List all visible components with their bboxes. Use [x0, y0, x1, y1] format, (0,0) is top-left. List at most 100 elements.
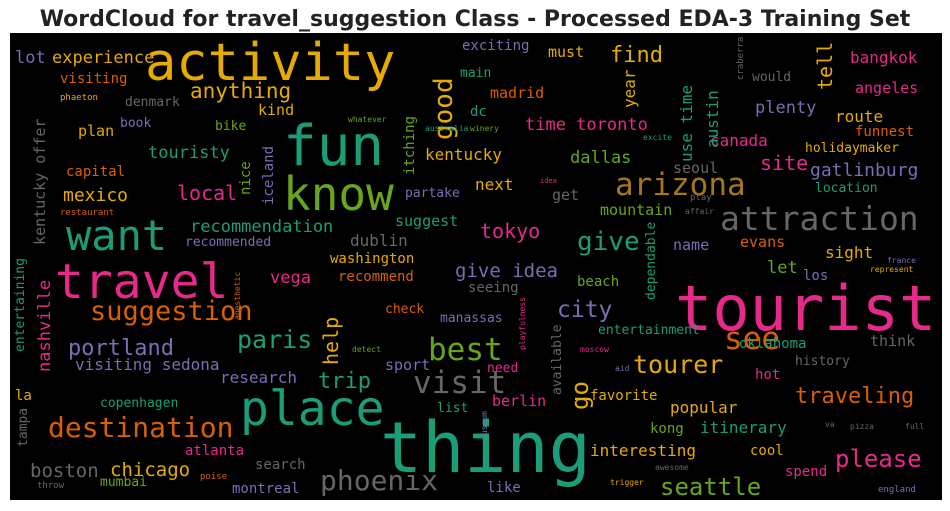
word: want: [66, 211, 167, 260]
word: time toronto: [525, 115, 648, 135]
word: restaurant: [60, 208, 114, 218]
word: phaeton: [60, 93, 98, 103]
word: experience: [52, 48, 154, 68]
word: sight: [825, 243, 873, 262]
word: throw: [37, 481, 65, 491]
word: berlin: [492, 392, 546, 410]
word: city: [557, 297, 612, 323]
word: route: [835, 107, 883, 126]
word: oklahoma: [739, 336, 806, 352]
word: dependable: [644, 222, 659, 300]
word: denmark: [125, 95, 180, 110]
word: craberra: [736, 37, 746, 80]
word: nice: [238, 161, 254, 195]
word: use time: [677, 85, 696, 162]
word: search: [255, 457, 306, 473]
word: popular: [670, 398, 738, 417]
word: kind: [258, 101, 294, 119]
word: partake: [405, 186, 460, 201]
word: find: [610, 43, 663, 68]
word: favorite: [590, 388, 657, 404]
word: represent: [870, 265, 914, 274]
word: tourer: [633, 350, 723, 379]
word: recommendation: [190, 217, 333, 237]
word: museum: [480, 411, 489, 440]
word: seattle: [660, 473, 761, 501]
word: year: [620, 69, 639, 108]
word: full: [905, 422, 924, 431]
word: need: [487, 361, 518, 376]
word: idea: [540, 177, 557, 185]
word: entertaining: [13, 258, 28, 352]
word: paris: [237, 325, 312, 354]
word: iceland: [261, 146, 277, 205]
word: kong: [650, 421, 684, 437]
word: get: [552, 186, 579, 204]
word: destination: [48, 411, 233, 444]
word: would: [752, 70, 791, 85]
word: angeles: [855, 79, 918, 97]
word: entertainment: [598, 323, 700, 338]
word: like: [487, 480, 521, 496]
word: interesting: [590, 441, 696, 460]
word: dallas: [570, 148, 631, 168]
word: visiting sedona: [75, 355, 220, 374]
word: know: [283, 167, 394, 221]
word: local: [177, 181, 237, 205]
word: give idea: [455, 260, 558, 282]
word: think: [870, 332, 915, 350]
word: mexico: [63, 185, 128, 206]
word: va: [825, 420, 835, 429]
word: evans: [740, 233, 785, 251]
word: spend: [785, 464, 827, 480]
word: mumbai: [100, 475, 147, 490]
word: list: [437, 401, 468, 416]
word: madrid: [490, 84, 544, 102]
word: name: [673, 236, 709, 254]
word: tokyo: [480, 219, 540, 243]
word: dublin: [350, 231, 408, 250]
word: manassas: [440, 311, 503, 326]
word: recommend: [338, 269, 414, 285]
word: phoenix: [320, 464, 438, 497]
word: washington: [330, 251, 414, 267]
word: australia: [425, 124, 469, 133]
word: activity: [145, 33, 395, 93]
word: let: [767, 258, 798, 278]
word: visiting: [60, 71, 127, 87]
word: itinerary: [700, 418, 787, 437]
word: travel: [55, 254, 228, 310]
word: itching: [402, 116, 418, 175]
word: copenhagen: [100, 396, 178, 411]
word: next: [475, 175, 514, 194]
word: site: [760, 151, 808, 175]
word: chicago: [110, 459, 190, 481]
word: bike: [215, 119, 246, 134]
word: detect: [352, 345, 381, 354]
word: winery: [470, 124, 499, 133]
word: available: [550, 324, 565, 395]
word: lot: [15, 48, 46, 68]
word: attraction: [720, 199, 919, 238]
word: traveling: [795, 384, 914, 409]
word: kentucky offer: [31, 119, 49, 245]
word: fun: [283, 114, 384, 179]
word: austin: [703, 90, 722, 148]
word: funnest: [855, 124, 914, 140]
word: montreal: [232, 481, 299, 497]
word: suggest: [395, 212, 458, 230]
word: book: [120, 116, 151, 131]
word: recommended: [185, 235, 271, 250]
word: tourist: [675, 272, 936, 345]
word: suggestion: [90, 296, 253, 327]
word: boston: [30, 460, 99, 482]
word: play: [690, 193, 712, 203]
word: nashville: [35, 280, 55, 372]
word: plenty: [755, 98, 816, 118]
word: arizona: [615, 167, 746, 203]
word: capital: [66, 164, 125, 180]
word: aid: [615, 364, 630, 373]
cloud-background: [10, 33, 942, 500]
